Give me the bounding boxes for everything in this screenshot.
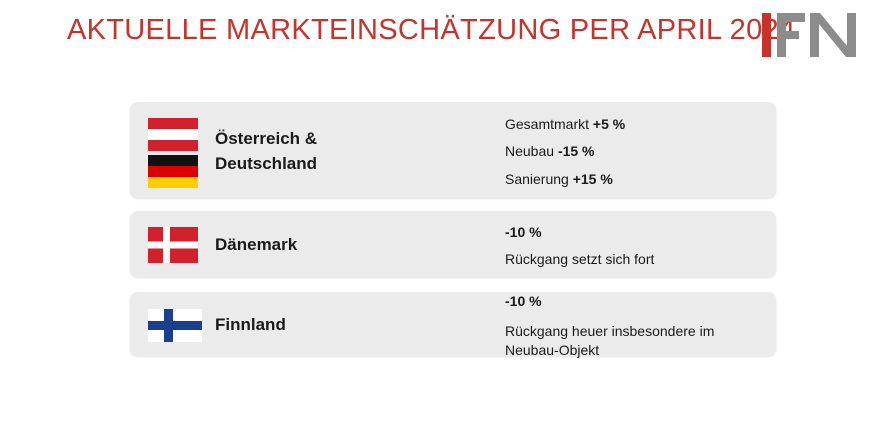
finland-flag-icon: [148, 309, 202, 342]
denmark-flag-icon: [148, 227, 198, 263]
country-name: Österreich & Deutschland: [215, 126, 317, 176]
austria-flag-icon: [148, 118, 198, 151]
country-name: Dänemark: [215, 235, 298, 254]
detail-neubau: Neubau -15 %: [505, 143, 595, 159]
germany-flag-icon: [148, 155, 198, 188]
detail-note: Rückgang setzt sich fort: [505, 251, 655, 267]
country-name-line1: Österreich &: [215, 129, 318, 148]
detail-note: Rückgang heuer insbesondere im Neubau-Ob…: [505, 322, 714, 360]
market-card-denmark: Dänemark -10 % Rückgang setzt sich fort: [130, 211, 776, 277]
page-title: AKTUELLE MARKTEINSCHÄTZUNG PER APRIL 202…: [67, 14, 796, 46]
market-card-austria-germany: Österreich & Deutschland Gesamtmarkt +5 …: [130, 102, 776, 198]
market-card-finland: Finnland -10 % Rückgang heuer insbesonde…: [130, 292, 776, 358]
ifn-logo: [762, 13, 856, 57]
detail-sanierung: Sanierung +15 %: [505, 171, 613, 187]
detail-note-line2: Neubau-Objekt: [505, 342, 600, 358]
country-name: Finnland: [215, 315, 286, 334]
detail-value: -10 %: [505, 293, 542, 309]
detail-value: -10 %: [505, 224, 542, 240]
country-name-line2: Deutschland: [215, 154, 318, 173]
detail-gesamtmarkt: Gesamtmarkt +5 %: [505, 116, 626, 132]
detail-note-line1: Rückgang heuer insbesondere im: [505, 323, 715, 339]
